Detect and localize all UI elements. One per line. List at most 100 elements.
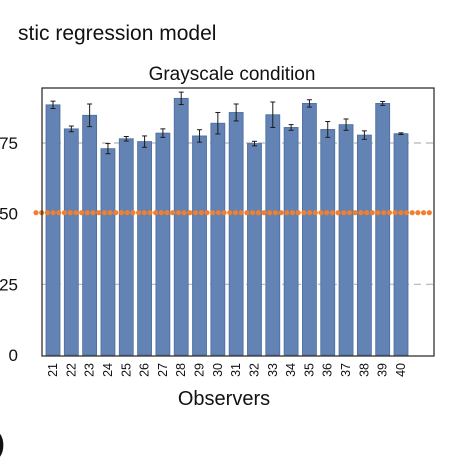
- reference-dot: [227, 210, 233, 216]
- reference-dot: [341, 210, 347, 216]
- reference-dot: [369, 210, 375, 216]
- x-tick-label: 40: [394, 363, 408, 377]
- reference-dot: [147, 210, 153, 216]
- reference-dot: [346, 210, 353, 216]
- reference-dot: [56, 210, 62, 216]
- reference-dot: [33, 210, 39, 216]
- reference-dot: [96, 210, 102, 216]
- reference-dot: [244, 210, 250, 216]
- reference-dot: [409, 210, 415, 216]
- reference-dot: [421, 210, 427, 216]
- reference-dot: [386, 210, 392, 216]
- reference-dot: [215, 210, 221, 216]
- reference-dot: [278, 210, 284, 216]
- bar: [173, 97, 189, 356]
- reference-dot: [73, 210, 79, 216]
- reference-dot: [61, 210, 68, 216]
- reference-dot: [193, 210, 199, 216]
- reference-dot: [113, 210, 119, 216]
- bar: [192, 135, 207, 356]
- x-tick-label: 38: [357, 363, 371, 377]
- reference-dot: [358, 210, 364, 216]
- bar: [45, 104, 61, 356]
- x-tick-label: 36: [321, 363, 335, 377]
- x-tick-label: 23: [83, 363, 97, 377]
- bar: [320, 129, 336, 356]
- reference-dot: [67, 210, 73, 216]
- reference-dot: [175, 210, 182, 216]
- reference-dot: [44, 210, 51, 216]
- reference-dot: [50, 210, 56, 216]
- reference-dot: [403, 210, 410, 216]
- reference-dot: [107, 210, 113, 216]
- reference-dot: [329, 210, 335, 216]
- reference-dot: [79, 210, 85, 216]
- reference-dot: [136, 210, 142, 216]
- bar: [137, 141, 152, 356]
- bar: [302, 103, 317, 356]
- bar: [393, 133, 409, 356]
- reference-dot: [118, 210, 125, 216]
- bar: [100, 148, 116, 356]
- bar: [375, 103, 391, 356]
- reference-dot: [84, 210, 90, 216]
- bar: [338, 124, 354, 356]
- reference-dot: [210, 210, 216, 216]
- reference-dot: [153, 210, 159, 216]
- reference-dot: [352, 210, 358, 216]
- reference-dot: [232, 210, 239, 216]
- bar: [63, 128, 79, 356]
- bar: [265, 114, 281, 356]
- bar: [228, 112, 244, 356]
- x-tick-label: 37: [339, 363, 353, 377]
- reference-dot: [198, 210, 204, 216]
- reference-dot: [375, 210, 381, 216]
- x-tick-label: 31: [229, 363, 243, 377]
- bar: [247, 143, 262, 356]
- x-tick-label: 30: [211, 363, 225, 377]
- x-axis-label: Observers: [178, 388, 270, 410]
- y-tick-labels: 0 .25 .50 .75: [0, 134, 18, 365]
- reference-dot: [324, 210, 330, 216]
- reference-dot: [392, 210, 398, 216]
- error-bars: [50, 91, 404, 155]
- y-tick-label: .25: [0, 275, 18, 294]
- bar: [82, 114, 98, 356]
- x-tick-label: 29: [193, 363, 207, 377]
- y-tick-label: .50: [0, 205, 18, 224]
- reference-dot: [426, 210, 432, 216]
- reference-dot: [158, 210, 164, 216]
- x-tick-label: 33: [266, 363, 280, 377]
- bars: [45, 97, 409, 356]
- x-tick-label: 24: [101, 363, 115, 377]
- reference-dot: [289, 210, 296, 216]
- reference-dot: [272, 210, 278, 216]
- reference-dot: [307, 210, 313, 216]
- chart-title: Grayscale condition: [149, 64, 316, 85]
- bar: [155, 132, 171, 356]
- reference-dot: [101, 210, 107, 216]
- x-tick-label: 28: [174, 363, 188, 377]
- reference-dot: [124, 210, 130, 216]
- reference-dot: [364, 210, 370, 216]
- panel-letter: ): [0, 428, 5, 458]
- reference-dot: [267, 210, 273, 216]
- reference-dot: [187, 210, 193, 216]
- bar: [210, 122, 226, 356]
- x-tick-label: 26: [138, 363, 152, 377]
- reference-dot: [398, 210, 404, 216]
- x-tick-label: 25: [119, 363, 133, 377]
- reference-dot: [318, 210, 324, 216]
- reference-dot: [170, 210, 176, 216]
- x-tick-label: 35: [302, 363, 316, 377]
- reference-dot: [335, 210, 341, 216]
- reference-dot: [204, 210, 210, 216]
- x-tick-label: 32: [247, 363, 261, 377]
- reference-dot: [130, 210, 136, 216]
- plot-frame: [41, 87, 435, 357]
- reference-dot: [284, 210, 290, 216]
- reference-dot: [221, 210, 227, 216]
- y-tick-label: 0: [9, 346, 18, 365]
